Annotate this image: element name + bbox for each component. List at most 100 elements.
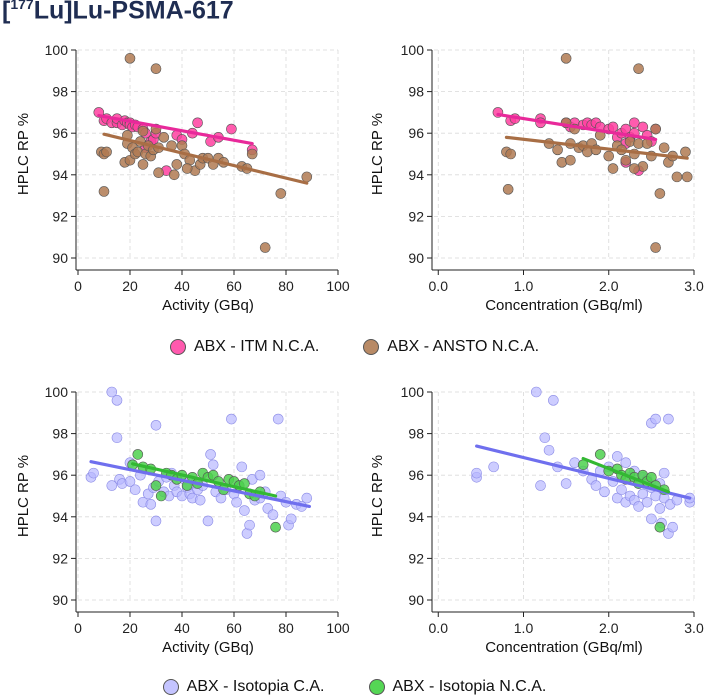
- x-tick-label: 40: [174, 278, 190, 294]
- data-point: [543, 444, 555, 456]
- legend-item-isotopia-nca: ABX - Isotopia N.C.A.: [368, 678, 547, 696]
- fit-line: [504, 135, 689, 160]
- data-point: [654, 503, 666, 514]
- x-tick-label: 2.0: [599, 278, 619, 294]
- figure-title: [177Lu]Lu-PSMA-617: [2, 0, 234, 25]
- data-point: [124, 53, 136, 64]
- data-point: [650, 242, 661, 253]
- y-tick-label: 94: [408, 167, 424, 183]
- data-point: [611, 492, 623, 504]
- data-point: [658, 467, 670, 479]
- data-point: [650, 123, 661, 135]
- data-point: [552, 144, 563, 156]
- data-point: [530, 386, 542, 398]
- y-tick-label: 96: [408, 467, 424, 483]
- data-point: [98, 186, 110, 197]
- data-point: [226, 413, 237, 425]
- data-point: [111, 432, 123, 444]
- data-point: [539, 432, 551, 444]
- x-axis-label: Activity (GBq): [162, 297, 254, 314]
- data-point: [155, 490, 167, 502]
- y-tick-label: 92: [408, 208, 424, 224]
- y-tick-label: 100: [401, 384, 425, 400]
- data-point: [259, 242, 271, 253]
- x-tick-label: 80: [278, 620, 294, 636]
- data-point: [202, 515, 214, 527]
- x-tick-label: 0.0: [429, 620, 449, 636]
- x-tick-label: 60: [226, 620, 242, 636]
- data-point: [594, 449, 606, 460]
- data-point: [488, 461, 499, 473]
- data-point: [111, 395, 123, 406]
- y-tick-label: 90: [52, 250, 68, 266]
- y-axis-label: HPLC RP %: [369, 455, 386, 537]
- y-tick-label: 92: [52, 550, 68, 566]
- x-tick-label: 60: [226, 278, 242, 294]
- x-tick-label: 0: [74, 620, 82, 636]
- data-point: [301, 171, 313, 183]
- data-point: [633, 63, 644, 75]
- x-tick-label: 1.0: [514, 620, 534, 636]
- data-point: [535, 480, 546, 491]
- x-tick-label: 3.0: [684, 620, 704, 636]
- data-point: [207, 459, 219, 471]
- data-point: [620, 457, 632, 469]
- legend-top: ABX - ITM N.C.A. ABX - ANSTO N.C.A.: [0, 338, 709, 356]
- x-tick-label: 3.0: [684, 278, 704, 294]
- data-point: [603, 150, 615, 162]
- data-point: [505, 148, 517, 160]
- scatter-chart-top-left: 90 92 94 96 98 100 0 20 40 60 80 100 Activity (GBq) H…: [15, 42, 350, 314]
- data-point: [680, 146, 691, 158]
- data-point: [150, 515, 162, 527]
- data-point: [106, 480, 118, 491]
- y-tick-label: 94: [52, 509, 68, 525]
- y-tick-label: 98: [408, 84, 424, 100]
- y-axis-label: HPLC RP %: [369, 113, 386, 195]
- y-tick-label: 92: [408, 550, 424, 566]
- data-point: [267, 509, 279, 521]
- y-tick-label: 98: [52, 84, 68, 100]
- data-point: [637, 121, 649, 133]
- data-point: [137, 159, 149, 170]
- fit-line: [496, 112, 658, 142]
- data-point: [145, 499, 157, 510]
- data-point: [236, 461, 248, 473]
- data-point: [150, 480, 162, 491]
- data-point: [254, 469, 266, 481]
- legend-bottom: ABX - Isotopia C.A. ABX - Isotopia N.C.A…: [0, 678, 709, 696]
- data-point: [285, 513, 297, 525]
- data-point: [226, 123, 237, 135]
- data-point: [641, 496, 653, 508]
- x-tick-label: 1.0: [514, 278, 534, 294]
- y-tick-label: 100: [401, 42, 425, 58]
- data-point: [205, 449, 216, 460]
- x-axis-label: Concentration (GBq/ml): [485, 297, 643, 314]
- y-tick-label: 90: [52, 592, 68, 608]
- data-point: [650, 413, 661, 425]
- data-point: [502, 184, 514, 195]
- y-tick-label: 98: [408, 426, 424, 442]
- legend-item-itm: ABX - ITM N.C.A.: [169, 338, 319, 356]
- data-point: [192, 117, 203, 129]
- data-point: [471, 467, 482, 479]
- y-tick-label: 96: [408, 125, 424, 141]
- y-tick-label: 100: [45, 384, 69, 400]
- data-point: [629, 117, 640, 129]
- legend-label-isotopia-nca: ABX - Isotopia N.C.A.: [392, 678, 547, 695]
- x-tick-label: 0: [74, 278, 82, 294]
- y-tick-label: 90: [408, 250, 424, 266]
- data-point: [616, 484, 627, 496]
- legend-swatch-ansto: [363, 339, 380, 355]
- data-point: [658, 142, 670, 154]
- data-point: [101, 146, 112, 158]
- data-point: [654, 188, 666, 199]
- x-tick-label: 0.0: [429, 278, 449, 294]
- data-point: [548, 395, 559, 406]
- data-point: [646, 513, 657, 525]
- data-point: [132, 449, 144, 460]
- legend-item-isotopia-ca: ABX - Isotopia C.A.: [162, 678, 325, 696]
- fit-line: [102, 132, 309, 185]
- data-point: [667, 521, 678, 533]
- y-tick-label: 96: [52, 125, 68, 141]
- y-tick-label: 94: [408, 509, 424, 525]
